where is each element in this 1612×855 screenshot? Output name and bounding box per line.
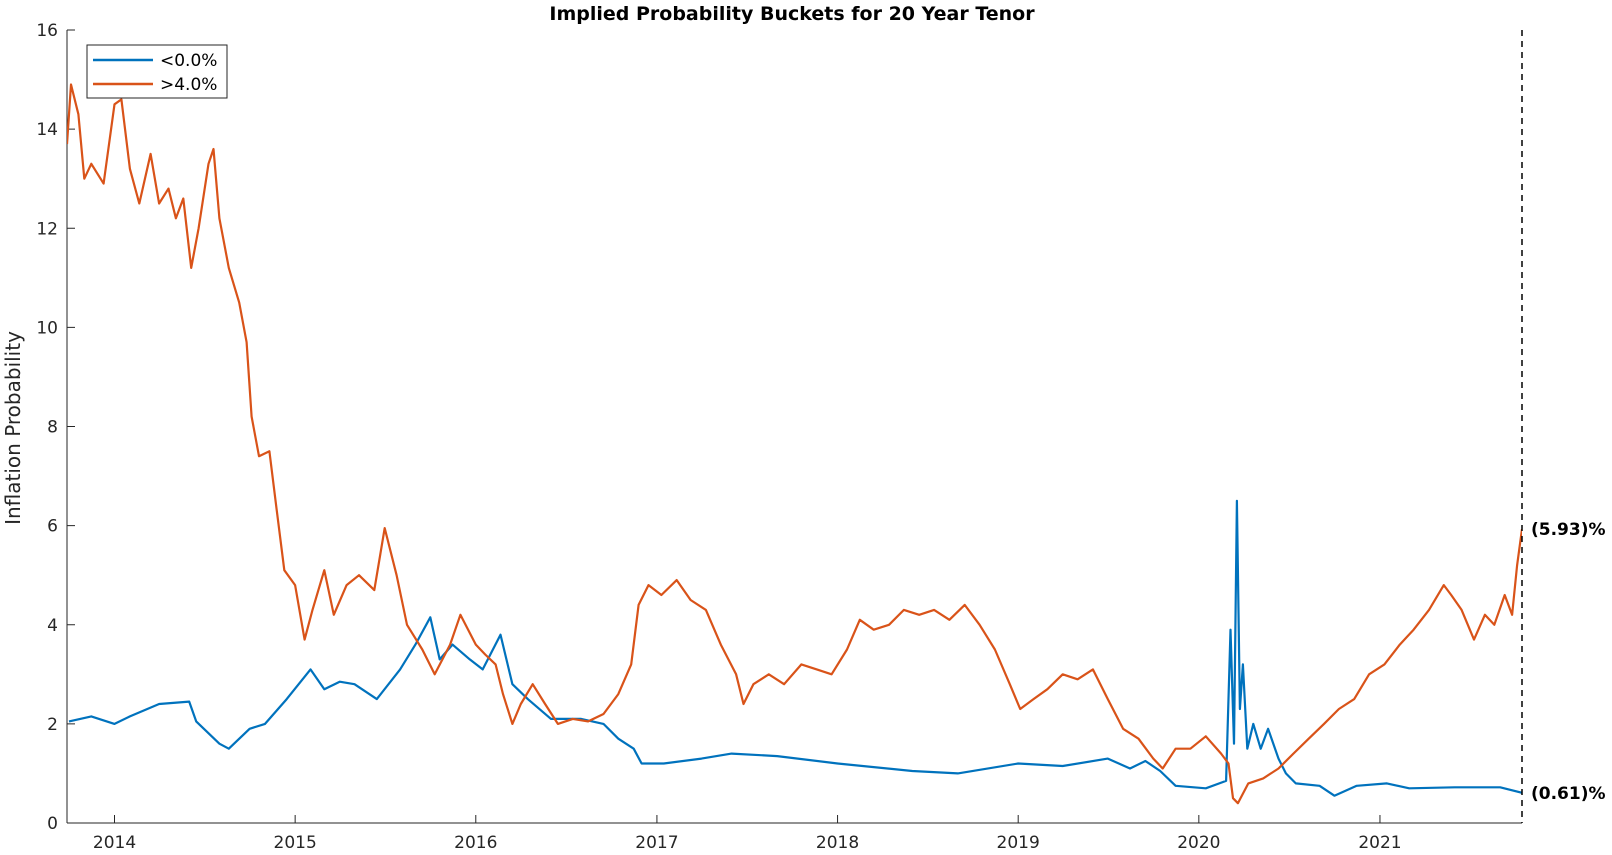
y-tick-label-5: 10: [36, 318, 58, 338]
x-tick-label-2: 2016: [454, 833, 497, 853]
series-layer: [67, 83, 1522, 805]
x-tick-label-3: 2017: [635, 833, 678, 853]
x-tick-label-0: 2014: [93, 833, 136, 853]
axes: 0 2 4 6 8 10 12 14 16 2014 2015 2016 2017 2018 2019 202…: [36, 21, 1522, 853]
x-tick-label-7: 2021: [1358, 833, 1401, 853]
y-axis-label: Inflation Probability: [1, 331, 25, 525]
y-tick-label-6: 12: [36, 219, 58, 239]
y-tick-label-4: 8: [47, 418, 58, 438]
legend-label-above-four: >4.0%: [160, 75, 217, 95]
y-tick-label-1: 2: [47, 715, 58, 735]
y-tick-label-2: 4: [47, 616, 58, 636]
x-tick-label-1: 2015: [274, 833, 317, 853]
series-line-0: [68, 499, 1522, 797]
y-tick-label-7: 14: [36, 120, 58, 140]
y-tick-label-3: 6: [47, 517, 58, 537]
legend-label-below-zero: <0.0%: [160, 51, 217, 71]
chart-title: Implied Probability Buckets for 20 Year …: [549, 3, 1035, 25]
legend-box: [86, 44, 228, 99]
series-line-1: [67, 83, 1522, 805]
y-tick-label-8: 16: [36, 21, 58, 41]
legend: <0.0% >4.0%: [86, 44, 228, 99]
x-tick-label-5: 2019: [997, 833, 1040, 853]
y-tick-label-0: 0: [47, 814, 58, 834]
end-label-1: (5.93)%: [1531, 520, 1606, 540]
x-tick-label-4: 2018: [816, 833, 859, 853]
end-labels: (0.61)% (5.93)%: [1531, 520, 1606, 804]
end-label-0: (0.61)%: [1531, 784, 1606, 804]
x-tick-label-6: 2020: [1177, 833, 1220, 853]
